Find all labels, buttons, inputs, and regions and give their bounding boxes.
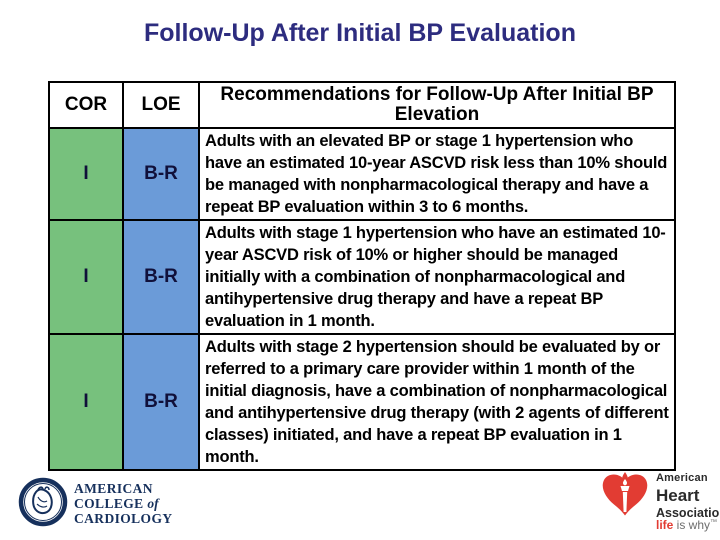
trademark-mark: ™ (710, 519, 718, 526)
aha-tagline-rest: is why (673, 518, 711, 532)
aha-logo: American Heart Association® life is why™ (598, 465, 720, 537)
cor-value: I (48, 127, 124, 221)
recommendations-column-header: Recommendations for Follow-Up After Init… (198, 81, 676, 129)
aha-heart-torch-icon (602, 472, 648, 516)
table-row: I B-R Adults with stage 2 hypertension s… (48, 333, 676, 471)
acc-wordmark: AMERICAN COLLEGE of CARDIOLOGY (74, 481, 173, 526)
cor-value: I (48, 219, 124, 335)
cor-column-header: COR (48, 81, 124, 129)
acc-line1: AMERICAN (74, 481, 153, 496)
recommendations-table: COR LOE Recommendations for Follow-Up Af… (48, 81, 676, 471)
loe-value: B-R (122, 333, 200, 471)
table-row: I B-R Adults with stage 1 hypertension w… (48, 219, 676, 335)
aha-line3: Association® (656, 506, 720, 521)
cor-value: I (48, 333, 124, 471)
loe-column-header: LOE (122, 81, 200, 129)
aha-tagline-life: life (656, 518, 674, 532)
acc-line3: CARDIOLOGY (74, 511, 173, 526)
recommendation-text: Adults with stage 1 hypertension who hav… (198, 219, 676, 335)
aha-wordmark: American Heart Association® (656, 473, 720, 520)
table-row: I B-R Adults with an elevated BP or stag… (48, 127, 676, 221)
recommendation-text: Adults with an elevated BP or stage 1 hy… (198, 127, 676, 221)
acc-of: of (147, 496, 159, 511)
aha-line2: Heart (656, 486, 700, 505)
table-header-row: COR LOE Recommendations for Follow-Up Af… (48, 81, 676, 129)
recommendation-text: Adults with stage 2 hypertension should … (198, 333, 676, 471)
aha-line1: American (656, 472, 708, 484)
page-title: Follow-Up After Initial BP Evaluation (144, 19, 576, 47)
aha-tagline: life is why™ (656, 518, 717, 532)
acc-emblem-icon (18, 477, 68, 527)
loe-value: B-R (122, 127, 200, 221)
loe-value: B-R (122, 219, 200, 335)
acc-logo: AMERICAN COLLEGE of CARDIOLOGY (18, 477, 218, 531)
acc-line2: COLLEGE of (74, 496, 159, 511)
